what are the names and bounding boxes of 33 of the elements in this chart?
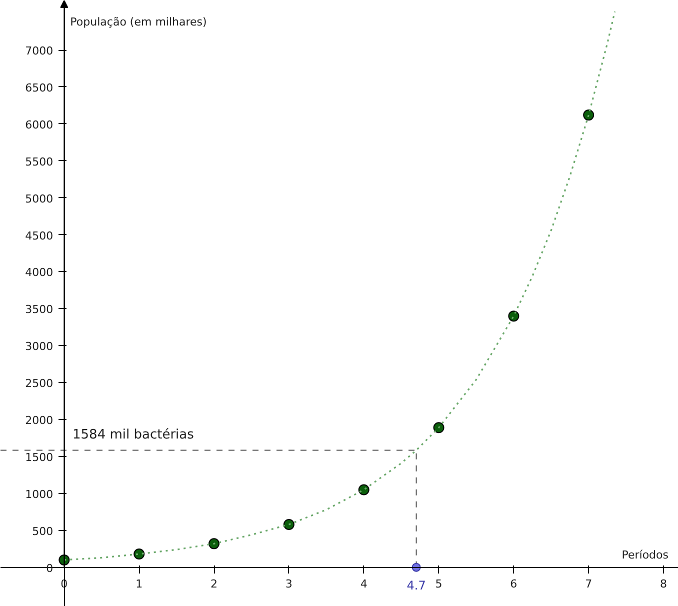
x-tick-label: 5	[435, 577, 442, 590]
y-tick-label: 2000	[25, 414, 54, 428]
y-axis-title: População (em milhares)	[70, 16, 207, 28]
x-tick-label: 8	[660, 577, 668, 590]
y-tick-label: 7000	[25, 44, 54, 58]
y-tick-label: 1500	[25, 450, 54, 464]
x-tick-label: 1	[136, 577, 143, 590]
y-tick-label: 4500	[25, 229, 54, 242]
y-tick-label: 500	[32, 524, 54, 538]
x-tick-label: 7	[585, 577, 592, 590]
x-tick-label: 3	[285, 577, 292, 590]
y-tick-label: 6000	[25, 118, 54, 132]
point	[583, 110, 594, 121]
y-tick-label: 5000	[25, 192, 54, 206]
point	[208, 538, 220, 550]
x-axis-title: Períodos	[622, 548, 669, 562]
x-tick-label: 4	[360, 577, 368, 590]
point	[358, 484, 370, 496]
y-tick-label: 3500	[25, 303, 54, 316]
x-tick-label: 2	[210, 577, 218, 590]
y-tick-label: 4000	[25, 266, 54, 280]
y-tick-label: 2500	[25, 377, 54, 390]
point	[283, 518, 294, 530]
y-tick-label: 6500	[25, 81, 54, 94]
point	[433, 422, 444, 434]
point	[508, 310, 520, 322]
y-tick-label: 5500	[25, 155, 54, 168]
ref-line-label: 4.7	[406, 578, 426, 592]
y-tick-label: 1000	[25, 488, 54, 501]
y-tick-label: 3000	[25, 340, 54, 354]
ref-line-label: 1584 mil bactérias	[72, 427, 194, 442]
x-tick-label: 6	[510, 577, 518, 590]
point	[134, 548, 145, 560]
